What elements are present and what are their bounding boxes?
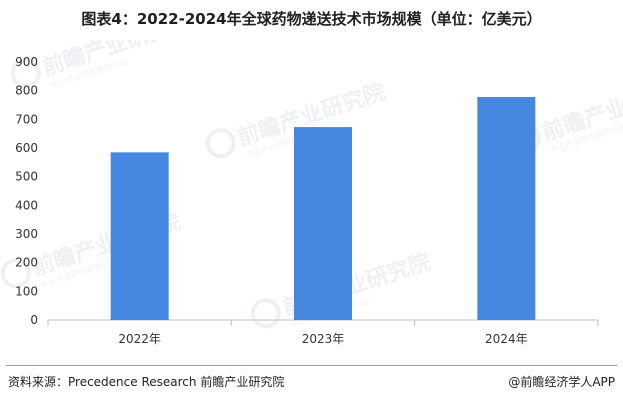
bar-2022年	[110, 152, 169, 320]
y-tick-label: 400	[15, 198, 38, 212]
chart-area: 前瞻产业研究院 专业产业研究服务平台 前瞻产业研究院 专业产业研究服务平台 前瞻产业研究…	[0, 9, 623, 360]
x-axis: 2022年 2023年 2024年	[47, 319, 599, 346]
x-tick-label: 2022年	[118, 332, 161, 346]
y-axis: 0 100 200 300 400 500 600 700 800 900	[15, 55, 38, 327]
watermark-logo-icon	[0, 258, 31, 289]
y-tick-label: 800	[15, 84, 38, 98]
brand-credit: @前瞻经济学人APP	[508, 375, 615, 389]
watermark-logo-icon	[10, 58, 41, 89]
y-tick-label: 300	[15, 227, 38, 241]
chart-title: 图表4：2022-2024年全球药物递送技术市场规模（单位：亿美元）	[81, 10, 542, 28]
y-tick-label: 700	[15, 112, 38, 126]
watermark-logo-icon	[250, 298, 281, 329]
bars	[110, 96, 536, 320]
bar-2023年	[294, 127, 352, 320]
watermark-logo-icon	[205, 128, 236, 159]
y-tick-label: 900	[15, 55, 38, 69]
y-tick-label: 100	[15, 284, 38, 298]
footer-divider	[6, 365, 617, 366]
source-note: 资料来源：Precedence Research 前瞻产业研究院	[8, 375, 285, 389]
x-tick-label: 2024年	[485, 332, 528, 346]
x-tick-label: 2023年	[302, 332, 345, 346]
y-tick-label: 200	[15, 256, 38, 270]
y-tick-label: 0	[30, 313, 38, 327]
y-tick-label: 600	[15, 141, 38, 155]
bar-2024年	[477, 96, 536, 320]
y-tick-label: 500	[15, 170, 38, 184]
